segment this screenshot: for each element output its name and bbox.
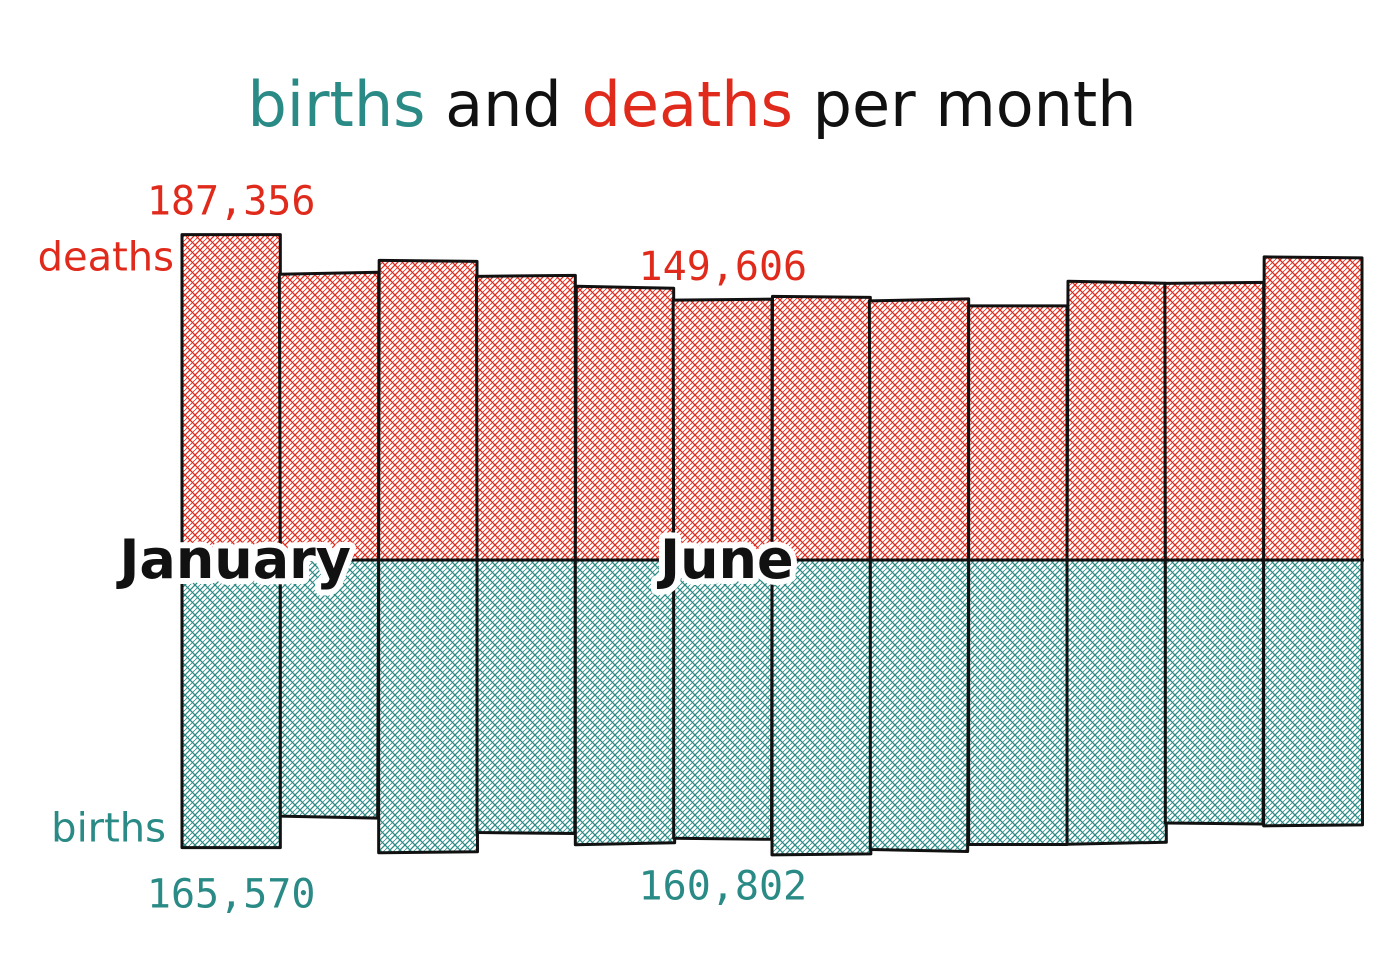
bars-group [178, 233, 1364, 857]
deaths-value-label-june: 149,606 [639, 244, 808, 290]
births-bar-october [1065, 558, 1168, 846]
births-bar-february [278, 558, 381, 820]
title-and: and [425, 68, 581, 141]
deaths-bar-january [180, 233, 282, 562]
title-births-word: births [247, 68, 425, 141]
deaths-bar-november [1163, 280, 1266, 562]
births-bar-november [1163, 558, 1266, 826]
births-bar-july [770, 558, 873, 857]
deaths-bar-october [1065, 279, 1167, 562]
chart-title: births and deaths per month [247, 68, 1136, 141]
deaths-bar-september [967, 304, 1069, 562]
births-value-label-june: 160,802 [639, 863, 808, 909]
births-bar-january [180, 558, 282, 850]
deaths-bar-june [671, 297, 774, 562]
births-bar-april [475, 558, 577, 836]
month-label-january: January [115, 528, 351, 591]
deaths-bar-december [1262, 255, 1364, 562]
month-label-june: June [656, 528, 794, 591]
births-series-label: births [51, 806, 166, 852]
deaths-bar-july [770, 294, 872, 562]
labels-group: 187,356 149,606 165,570 160,802 deaths births… [38, 179, 808, 918]
deaths-value-label-january: 187,356 [147, 179, 316, 225]
deaths-bar-august [867, 297, 971, 562]
deaths-bar-april [475, 273, 577, 562]
deaths-bar-march [377, 258, 479, 562]
births-value-label-january: 165,570 [147, 872, 316, 918]
title-per-month: per month [793, 68, 1137, 141]
births-bar-june [672, 558, 774, 841]
deaths-bar-february [277, 270, 381, 562]
births-bar-may [573, 558, 677, 847]
births-bar-august [868, 558, 971, 853]
births-bar-december [1262, 558, 1364, 828]
births-bar-march [377, 558, 479, 855]
deaths-series-label: deaths [38, 235, 174, 281]
births-bar-september [967, 558, 1069, 846]
deaths-bar-may [573, 284, 676, 562]
title-deaths-word: deaths [582, 68, 793, 141]
